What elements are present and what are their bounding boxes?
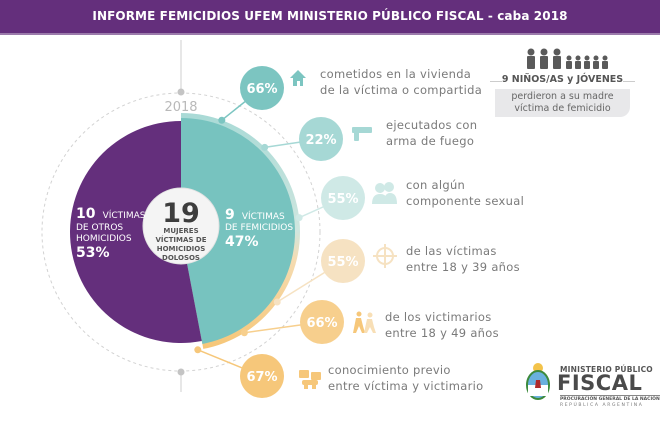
center-total: 19 xyxy=(162,198,200,229)
connector-dot xyxy=(240,329,248,337)
walkers-icon xyxy=(353,311,376,333)
stat-line2: entre víctima y victimario xyxy=(328,379,484,393)
pie-chart xyxy=(69,113,300,349)
connector-dot xyxy=(261,143,269,151)
handshake-icon xyxy=(299,370,321,389)
year-dot-bottom xyxy=(177,368,185,376)
stat-line2: entre 18 y 39 años xyxy=(406,260,520,274)
stat-line1: de los victimarios xyxy=(385,310,492,324)
connector-dot xyxy=(194,346,202,354)
child-body xyxy=(602,61,608,69)
year-label: 2018 xyxy=(164,100,197,115)
stat-description: cometidos en la vivienda de la víctima o … xyxy=(320,66,482,98)
page-title: INFORME FEMICIDIOS UFEM MINISTERIO PÚBLI… xyxy=(92,9,568,23)
kids-title: 9 NIÑOS/AS y JÓVENES xyxy=(490,74,635,85)
logo-title: MINISTERIO PÚBLICO xyxy=(560,365,653,374)
pie-slice-otros xyxy=(69,121,202,343)
connector-dot xyxy=(295,214,303,222)
stat-line2: entre 18 y 49 años xyxy=(385,326,499,340)
child-figure xyxy=(602,55,608,61)
slice-label-otros: 10 VÍCTIMAS xyxy=(76,203,146,222)
logo-main: FISCAL xyxy=(557,371,643,395)
stat-description: de las víctimas entre 18 y 39 años xyxy=(406,243,520,275)
stat-line1: conocimiento previo xyxy=(328,363,451,377)
kids-line2: víctima de femicidio xyxy=(514,103,611,114)
target-icon xyxy=(373,244,397,268)
stat-description: con algún componente sexual xyxy=(406,177,524,209)
stat-value: 55% xyxy=(327,192,358,207)
slice-word-otros: VÍCTIMAS xyxy=(103,209,146,221)
stat-circle xyxy=(321,239,365,283)
center-line3: HOMICIDIOS xyxy=(157,245,206,253)
center-disc xyxy=(142,187,220,265)
center-line4: DOLOSOS xyxy=(162,254,200,262)
year-dot-top xyxy=(177,88,185,96)
coat-of-arms-icon xyxy=(526,363,550,400)
family-icon xyxy=(527,48,608,69)
stat-circles: 66% 22% 55% 55% 66% 67% xyxy=(240,66,365,398)
pie-slice-femicidios xyxy=(181,118,295,344)
child-body xyxy=(575,61,581,69)
logo-country: REPÚBLICA ARGENTINA xyxy=(560,403,644,408)
stat-line2: componente sexual xyxy=(406,194,525,208)
stat-line1: de las víctimas xyxy=(406,244,497,258)
adult-body xyxy=(527,56,535,69)
gun-icon xyxy=(352,127,372,141)
house-icon xyxy=(290,70,306,86)
adult-body xyxy=(540,56,548,69)
stat-description: ejecutados con arma de fuego xyxy=(386,117,477,149)
header-bar: INFORME FEMICIDIOS UFEM MINISTERIO PÚBLI… xyxy=(0,0,660,35)
stat-circle xyxy=(299,117,343,161)
adult-figure xyxy=(527,48,535,56)
slice-label-femicidios: 9 VÍCTIMAS xyxy=(225,204,285,223)
stat-value: 66% xyxy=(246,82,277,97)
stat-circle xyxy=(300,300,344,344)
stat-value: 55% xyxy=(327,255,358,270)
stat-circle xyxy=(240,66,284,110)
kids-subtitle: perdieron a su madre víctima de femicidi… xyxy=(495,89,630,117)
stat-circle xyxy=(240,354,284,398)
adult-figure xyxy=(553,48,561,56)
kids-panel: 9 NIÑOS/AS y JÓVENES perdieron a su madr… xyxy=(490,43,640,117)
kids-line1: perdieron a su madre xyxy=(511,91,614,102)
logo-subtitle: PROCURACIÓN GENERAL DE LA NACIÓN xyxy=(560,395,660,402)
stat-description: de los victimarios entre 18 y 49 años xyxy=(385,309,499,341)
connector-dot xyxy=(273,298,281,306)
center-line1: MUJERES xyxy=(163,227,198,235)
slice-line2-otros: DE OTROS xyxy=(76,223,123,233)
child-figure xyxy=(575,55,581,61)
slice-line3-otros: HOMICIDIOS xyxy=(76,234,132,244)
child-figure xyxy=(593,55,599,61)
stat-description: conocimiento previo entre víctima y victi… xyxy=(328,362,484,394)
stat-line2: arma de fuego xyxy=(386,134,475,148)
slice-count-femicidios: 9 xyxy=(225,207,235,223)
stat-line1: ejecutados con xyxy=(386,118,478,132)
slice-word-femicidios: VÍCTIMAS xyxy=(242,210,285,222)
couple-icon xyxy=(372,182,397,204)
slice-line2-femicidios: DE FEMICIDIOS xyxy=(225,223,293,233)
slice-count-otros: 10 xyxy=(76,206,96,222)
stat-line1: con algún xyxy=(406,178,466,192)
child-body xyxy=(584,61,590,69)
child-figure xyxy=(584,55,590,61)
connector-dot xyxy=(218,116,226,124)
child-figure xyxy=(566,55,572,61)
adult-figure xyxy=(540,48,548,56)
stat-line2: de la víctima o compartida xyxy=(320,83,483,97)
adult-body xyxy=(553,56,561,69)
child-body xyxy=(566,61,572,69)
slice-percent-femicidios: 47% xyxy=(225,234,259,250)
stat-value: 67% xyxy=(246,370,277,385)
child-body xyxy=(593,61,599,69)
stat-value: 66% xyxy=(306,316,337,331)
stat-value: 22% xyxy=(305,133,336,148)
slice-percent-otros: 53% xyxy=(76,245,110,261)
center-line2: VÍCTIMAS DE xyxy=(156,235,207,244)
stat-line1: cometidos en la vivienda xyxy=(320,67,472,81)
stat-circle xyxy=(321,176,365,220)
